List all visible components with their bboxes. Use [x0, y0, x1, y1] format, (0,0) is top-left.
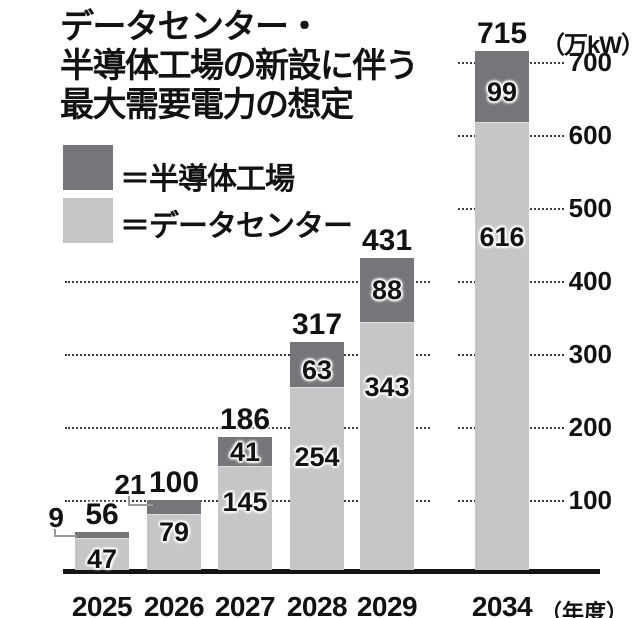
x-tick-2027: 2027 [214, 591, 276, 618]
segment-datacenter-2025 [75, 538, 129, 570]
total-label-2025: 56 [85, 498, 119, 532]
bar-2034 [475, 51, 529, 570]
segment-semiconductor-2027 [218, 437, 272, 468]
bar-2026 [147, 500, 201, 570]
datacenter-value-2025: 47 [86, 544, 118, 574]
legend-label-datacenter: ＝データセンター [120, 210, 353, 243]
total-label-2034: 715 [476, 17, 528, 51]
segment-semiconductor-2034 [475, 51, 529, 124]
semiconductor-value-2029: 88 [371, 275, 403, 305]
segment-semiconductor-2025 [75, 532, 129, 539]
y-tick-200: 200 [568, 412, 612, 442]
semiconductor-value-2034: 99 [486, 77, 518, 107]
y-tick-100: 100 [568, 485, 612, 515]
x-axis-line [63, 569, 600, 574]
x-tick-2029: 2029 [356, 591, 418, 618]
semiconductor-value-2027: 41 [229, 437, 261, 467]
y-tick-400: 400 [568, 266, 612, 296]
legend-label-semiconductor: ＝半導体工場 [120, 163, 295, 196]
total-label-2028: 317 [291, 307, 343, 341]
y-tick-600: 600 [568, 120, 612, 150]
callout-line-horizontal-2026 [128, 504, 153, 506]
callout-line-vertical-2026 [128, 496, 130, 506]
semiconductor-value-2026: 21 [114, 469, 146, 500]
semiconductor-value-2028: 63 [301, 355, 333, 385]
chart-title: データセンター・ 半導体工場の新設に伴う 最大需要電力の想定 [60, 8, 419, 124]
y-tick-500: 500 [568, 193, 612, 223]
y-tick-700: 700 [568, 47, 612, 77]
y-axis-unit-label: （万kW） [541, 32, 640, 59]
segment-datacenter-2034 [475, 123, 529, 570]
bar-2029 [360, 258, 414, 570]
total-label-2027: 186 [219, 403, 271, 437]
datacenter-value-2029: 343 [364, 372, 410, 402]
segment-semiconductor-2026 [147, 500, 201, 516]
segment-semiconductor-2029 [360, 258, 414, 323]
bar-2027 [218, 437, 272, 570]
segment-semiconductor-2028 [290, 341, 344, 388]
semiconductor-value-2025: 9 [48, 502, 64, 533]
y-tick-300: 300 [568, 339, 612, 369]
total-label-2026: 100 [148, 466, 200, 499]
legend-swatch-datacenter [63, 198, 113, 243]
bar-2025 [75, 532, 129, 570]
datacenter-value-2027: 145 [222, 487, 268, 517]
datacenter-value-2028: 254 [294, 442, 340, 472]
datacenter-value-2026: 79 [158, 517, 190, 547]
callout-line-horizontal-2025 [54, 535, 77, 537]
x-axis-suffix: （年度） [540, 600, 629, 618]
total-label-2029: 431 [361, 224, 413, 258]
bar-2028 [290, 341, 344, 570]
x-tick-2034: 2034 [471, 591, 533, 618]
callout-line-vertical-2025 [54, 529, 56, 537]
gridline-200 [65, 427, 430, 429]
legend-swatch-semiconductor [63, 145, 113, 190]
gridline-300 [65, 354, 430, 356]
segment-datacenter-2026 [147, 515, 201, 570]
datacenter-value-2034: 616 [479, 222, 525, 252]
segment-datacenter-2028 [290, 387, 344, 570]
x-tick-2028: 2028 [286, 591, 348, 618]
x-tick-2025: 2025 [71, 591, 133, 618]
gridline-400 [65, 281, 430, 283]
segment-datacenter-2027 [218, 467, 272, 570]
segment-datacenter-2029 [360, 322, 414, 570]
x-tick-2026: 2026 [143, 591, 205, 618]
